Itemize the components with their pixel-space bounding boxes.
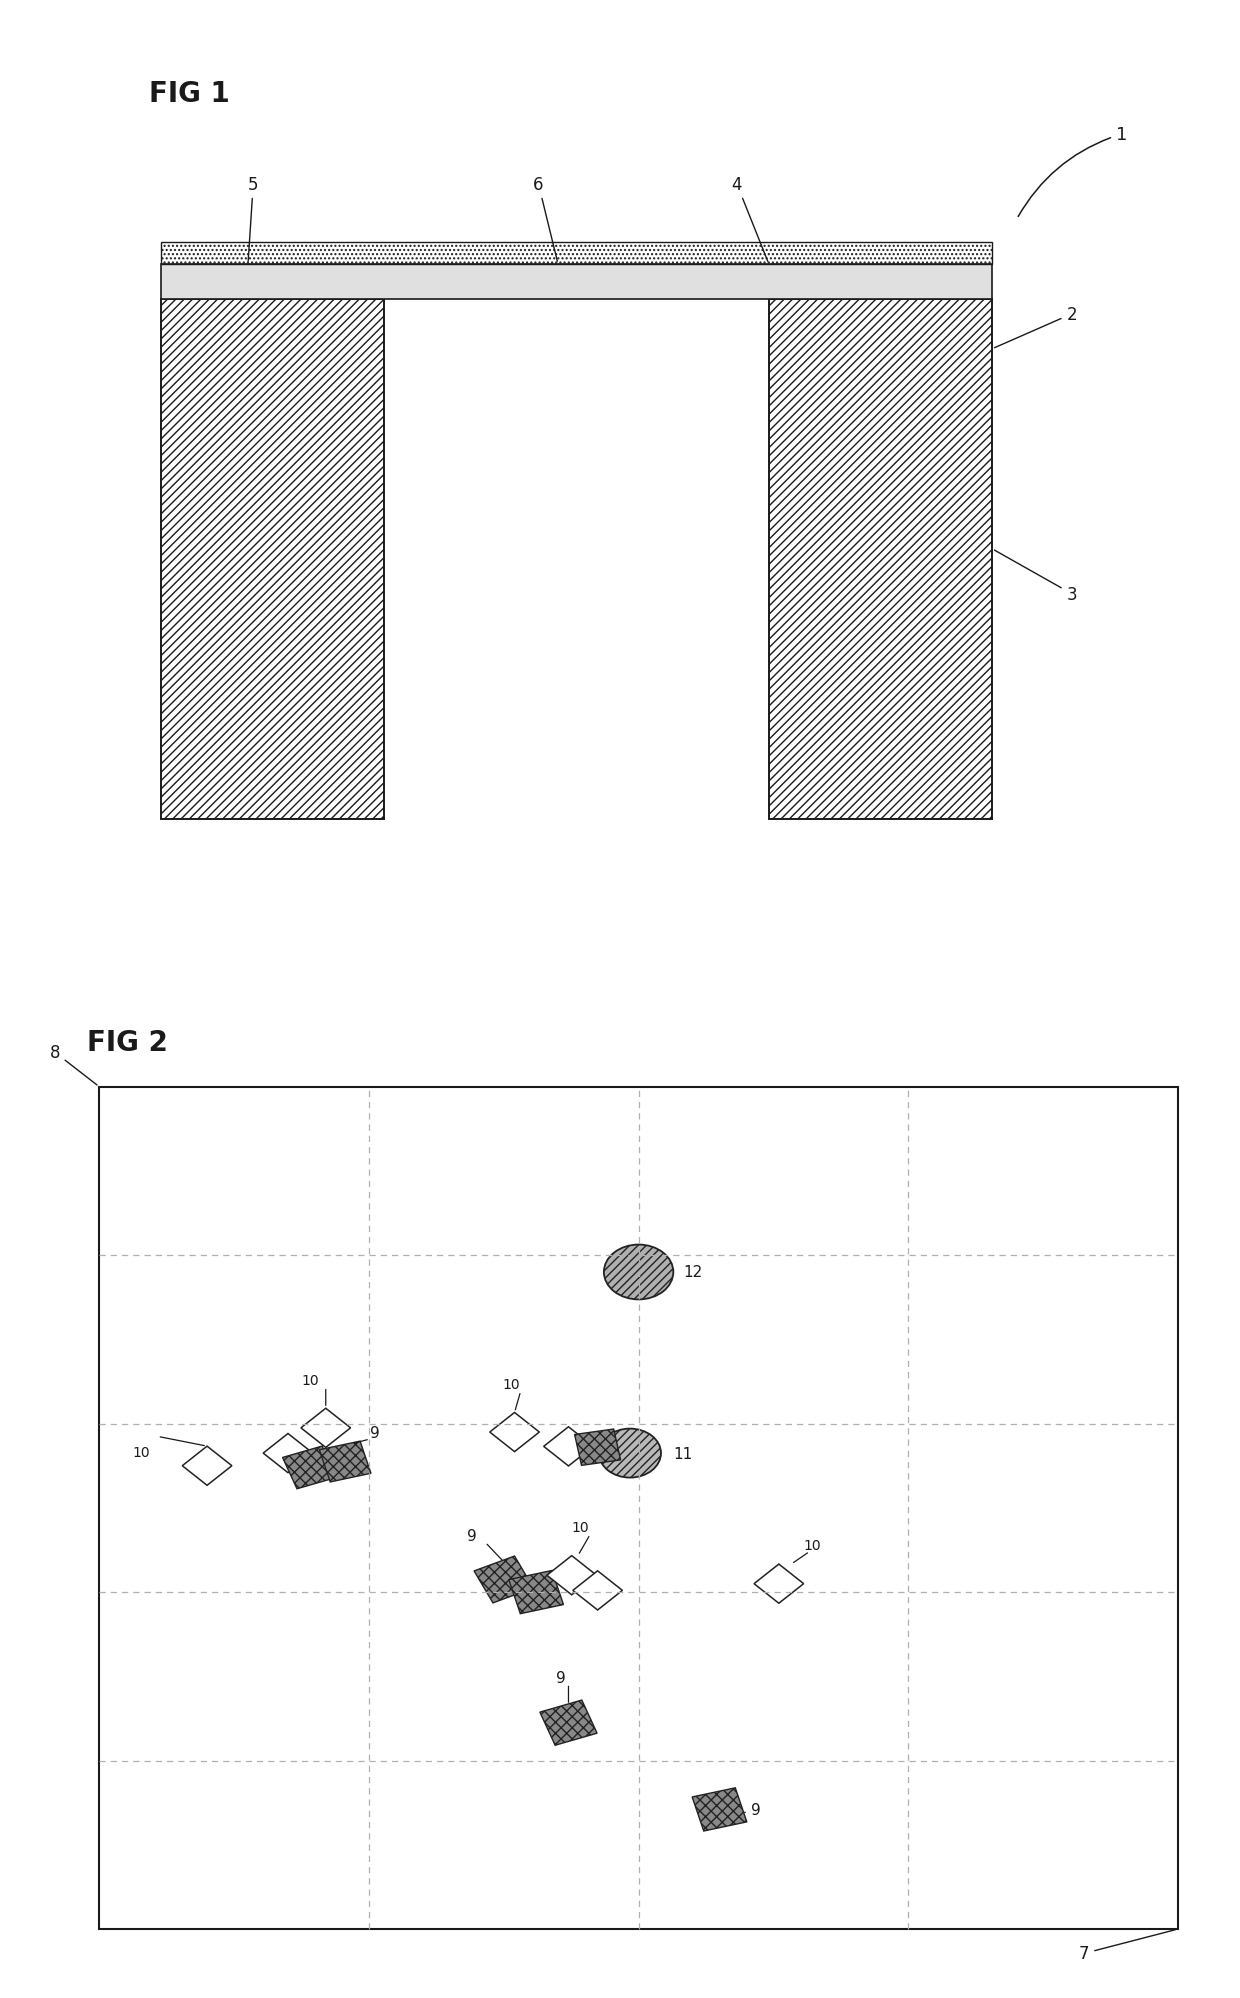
Polygon shape <box>490 1413 539 1453</box>
Polygon shape <box>543 1427 593 1467</box>
Polygon shape <box>301 1409 351 1449</box>
Text: 10: 10 <box>502 1377 520 1391</box>
Polygon shape <box>283 1447 336 1489</box>
Text: 5: 5 <box>248 176 258 262</box>
Bar <box>161 300 384 819</box>
Polygon shape <box>547 1556 596 1594</box>
Text: 10: 10 <box>133 1445 150 1459</box>
Text: 9: 9 <box>466 1528 476 1544</box>
Polygon shape <box>508 1570 563 1614</box>
Polygon shape <box>182 1447 232 1487</box>
Text: 9: 9 <box>370 1425 379 1441</box>
Text: 9: 9 <box>750 1802 760 1818</box>
Text: 4: 4 <box>732 176 768 262</box>
Polygon shape <box>574 1429 620 1467</box>
Bar <box>769 300 992 819</box>
Bar <box>161 244 992 266</box>
Text: 1: 1 <box>1018 126 1127 218</box>
Polygon shape <box>539 1700 598 1746</box>
Text: 12: 12 <box>683 1265 703 1281</box>
Polygon shape <box>692 1788 746 1830</box>
Bar <box>161 264 992 300</box>
Text: 2: 2 <box>994 306 1078 348</box>
Text: 8: 8 <box>50 1043 97 1085</box>
Text: 10: 10 <box>301 1373 319 1387</box>
Text: 6: 6 <box>533 176 557 262</box>
Bar <box>99 1087 1178 1930</box>
Text: 11: 11 <box>673 1447 693 1461</box>
Polygon shape <box>320 1441 371 1483</box>
Text: FIG 2: FIG 2 <box>87 1029 167 1057</box>
Circle shape <box>599 1429 661 1479</box>
Circle shape <box>604 1245 673 1301</box>
Text: 7: 7 <box>1079 1930 1176 1962</box>
Text: 3: 3 <box>994 551 1078 603</box>
Text: 10: 10 <box>572 1520 589 1534</box>
Text: 10: 10 <box>804 1538 821 1552</box>
Polygon shape <box>754 1564 804 1604</box>
Polygon shape <box>573 1570 622 1610</box>
Text: 9: 9 <box>556 1670 565 1684</box>
Polygon shape <box>474 1556 533 1602</box>
Text: FIG 1: FIG 1 <box>149 80 229 108</box>
Polygon shape <box>263 1435 312 1473</box>
